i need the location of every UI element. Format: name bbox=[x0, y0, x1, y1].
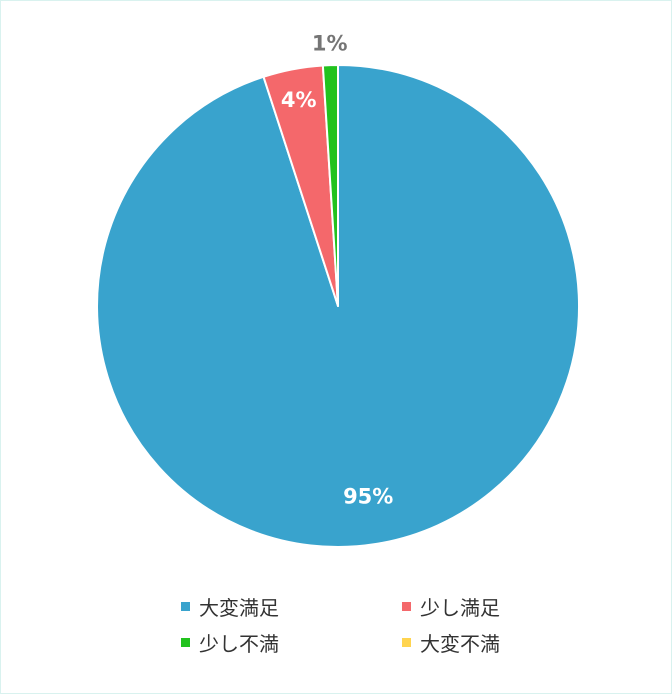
data-label-2: 1% bbox=[312, 31, 348, 55]
legend-item-1[interactable]: 少し満足 bbox=[402, 591, 500, 621]
legend-item-3[interactable]: 大変不満 bbox=[402, 627, 500, 657]
pie-data-labels: 95% 4% 1% bbox=[281, 31, 393, 508]
data-label-1: 4% bbox=[281, 88, 317, 112]
legend-item-0[interactable]: 大変満足 bbox=[181, 591, 279, 621]
legend-swatch-2 bbox=[181, 637, 190, 647]
legend-label-2: 少し不満 bbox=[199, 631, 279, 656]
legend: 大変満足 少し満足 少し不満 大変不満 bbox=[1, 591, 671, 671]
legend-label-3: 大変不満 bbox=[420, 631, 500, 656]
legend-swatch-1 bbox=[402, 601, 411, 611]
pie-chart: 95% 4% 1% bbox=[96, 31, 580, 548]
legend-swatch-3 bbox=[402, 637, 411, 647]
pie-slice-2[interactable] bbox=[321, 64, 339, 307]
pie-slices bbox=[96, 64, 580, 548]
legend-label-0: 大変満足 bbox=[199, 595, 279, 620]
legend-swatch-0 bbox=[181, 601, 190, 611]
data-label-0: 95% bbox=[343, 484, 393, 508]
legend-label-1: 少し満足 bbox=[420, 595, 500, 620]
legend-item-2[interactable]: 少し不満 bbox=[181, 627, 279, 657]
